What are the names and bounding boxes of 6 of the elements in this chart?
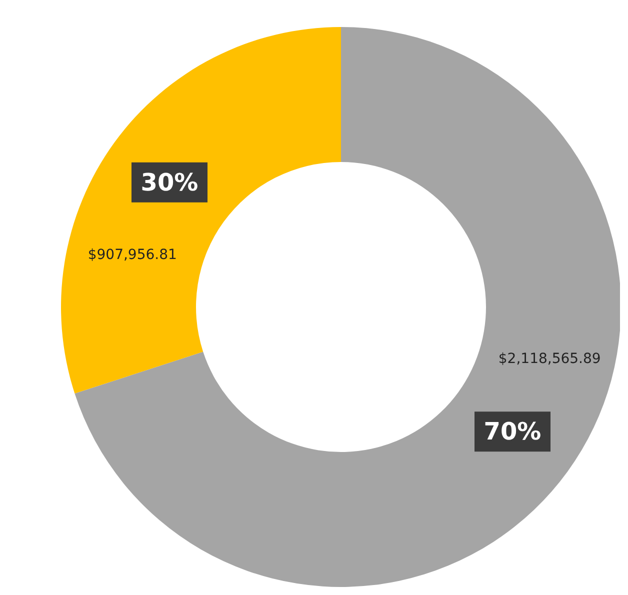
data-label: $907,956.81 [88, 246, 177, 263]
text: 30% [140, 168, 198, 196]
data-label: $2,118,565.89 [498, 351, 601, 368]
donut-slice [62, 27, 341, 394]
text: 70% [484, 418, 542, 446]
donut-slice [74, 27, 620, 587]
